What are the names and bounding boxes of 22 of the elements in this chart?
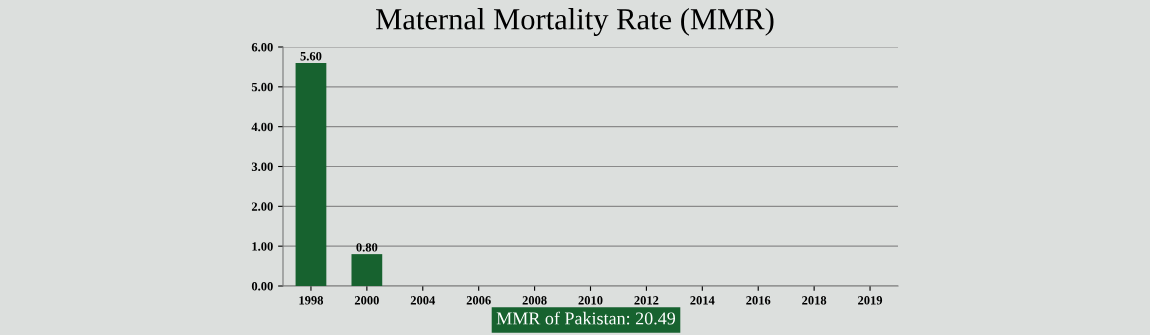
y-tick-label: 2.00: [251, 202, 273, 211]
x-tick-label: 2019: [858, 296, 883, 305]
x-tick-label: 2016: [746, 296, 771, 305]
y-tick-label: 3.00: [251, 162, 273, 172]
text: MMR of Pakistan: 20.49: [496, 311, 676, 325]
x-tick-label: 2000: [354, 296, 379, 305]
y-tick-label: 0.00: [251, 282, 273, 291]
x-tick-label: 1998: [299, 296, 324, 305]
y-tick-label: 6.00: [251, 43, 273, 52]
x-tick-label: 2018: [802, 296, 827, 305]
x-tick-label: 2010: [578, 296, 603, 305]
data-label: 5.60: [300, 51, 322, 61]
chart-title: Maternal Mortality Rate (MMR): [376, 8, 774, 36]
data-label: 0.80: [356, 243, 378, 252]
y-tick-label: 5.00: [251, 82, 273, 92]
x-tick-label: 2004: [410, 296, 436, 305]
y-tick-label: 1.00: [252, 242, 273, 251]
x-tick-label: 2012: [634, 296, 659, 305]
x-tick-label: 2006: [466, 296, 491, 305]
x-tick-label: 2014: [690, 296, 715, 305]
x-tick-label: 2008: [522, 296, 547, 305]
y-tick-label: 4.00: [251, 122, 273, 132]
